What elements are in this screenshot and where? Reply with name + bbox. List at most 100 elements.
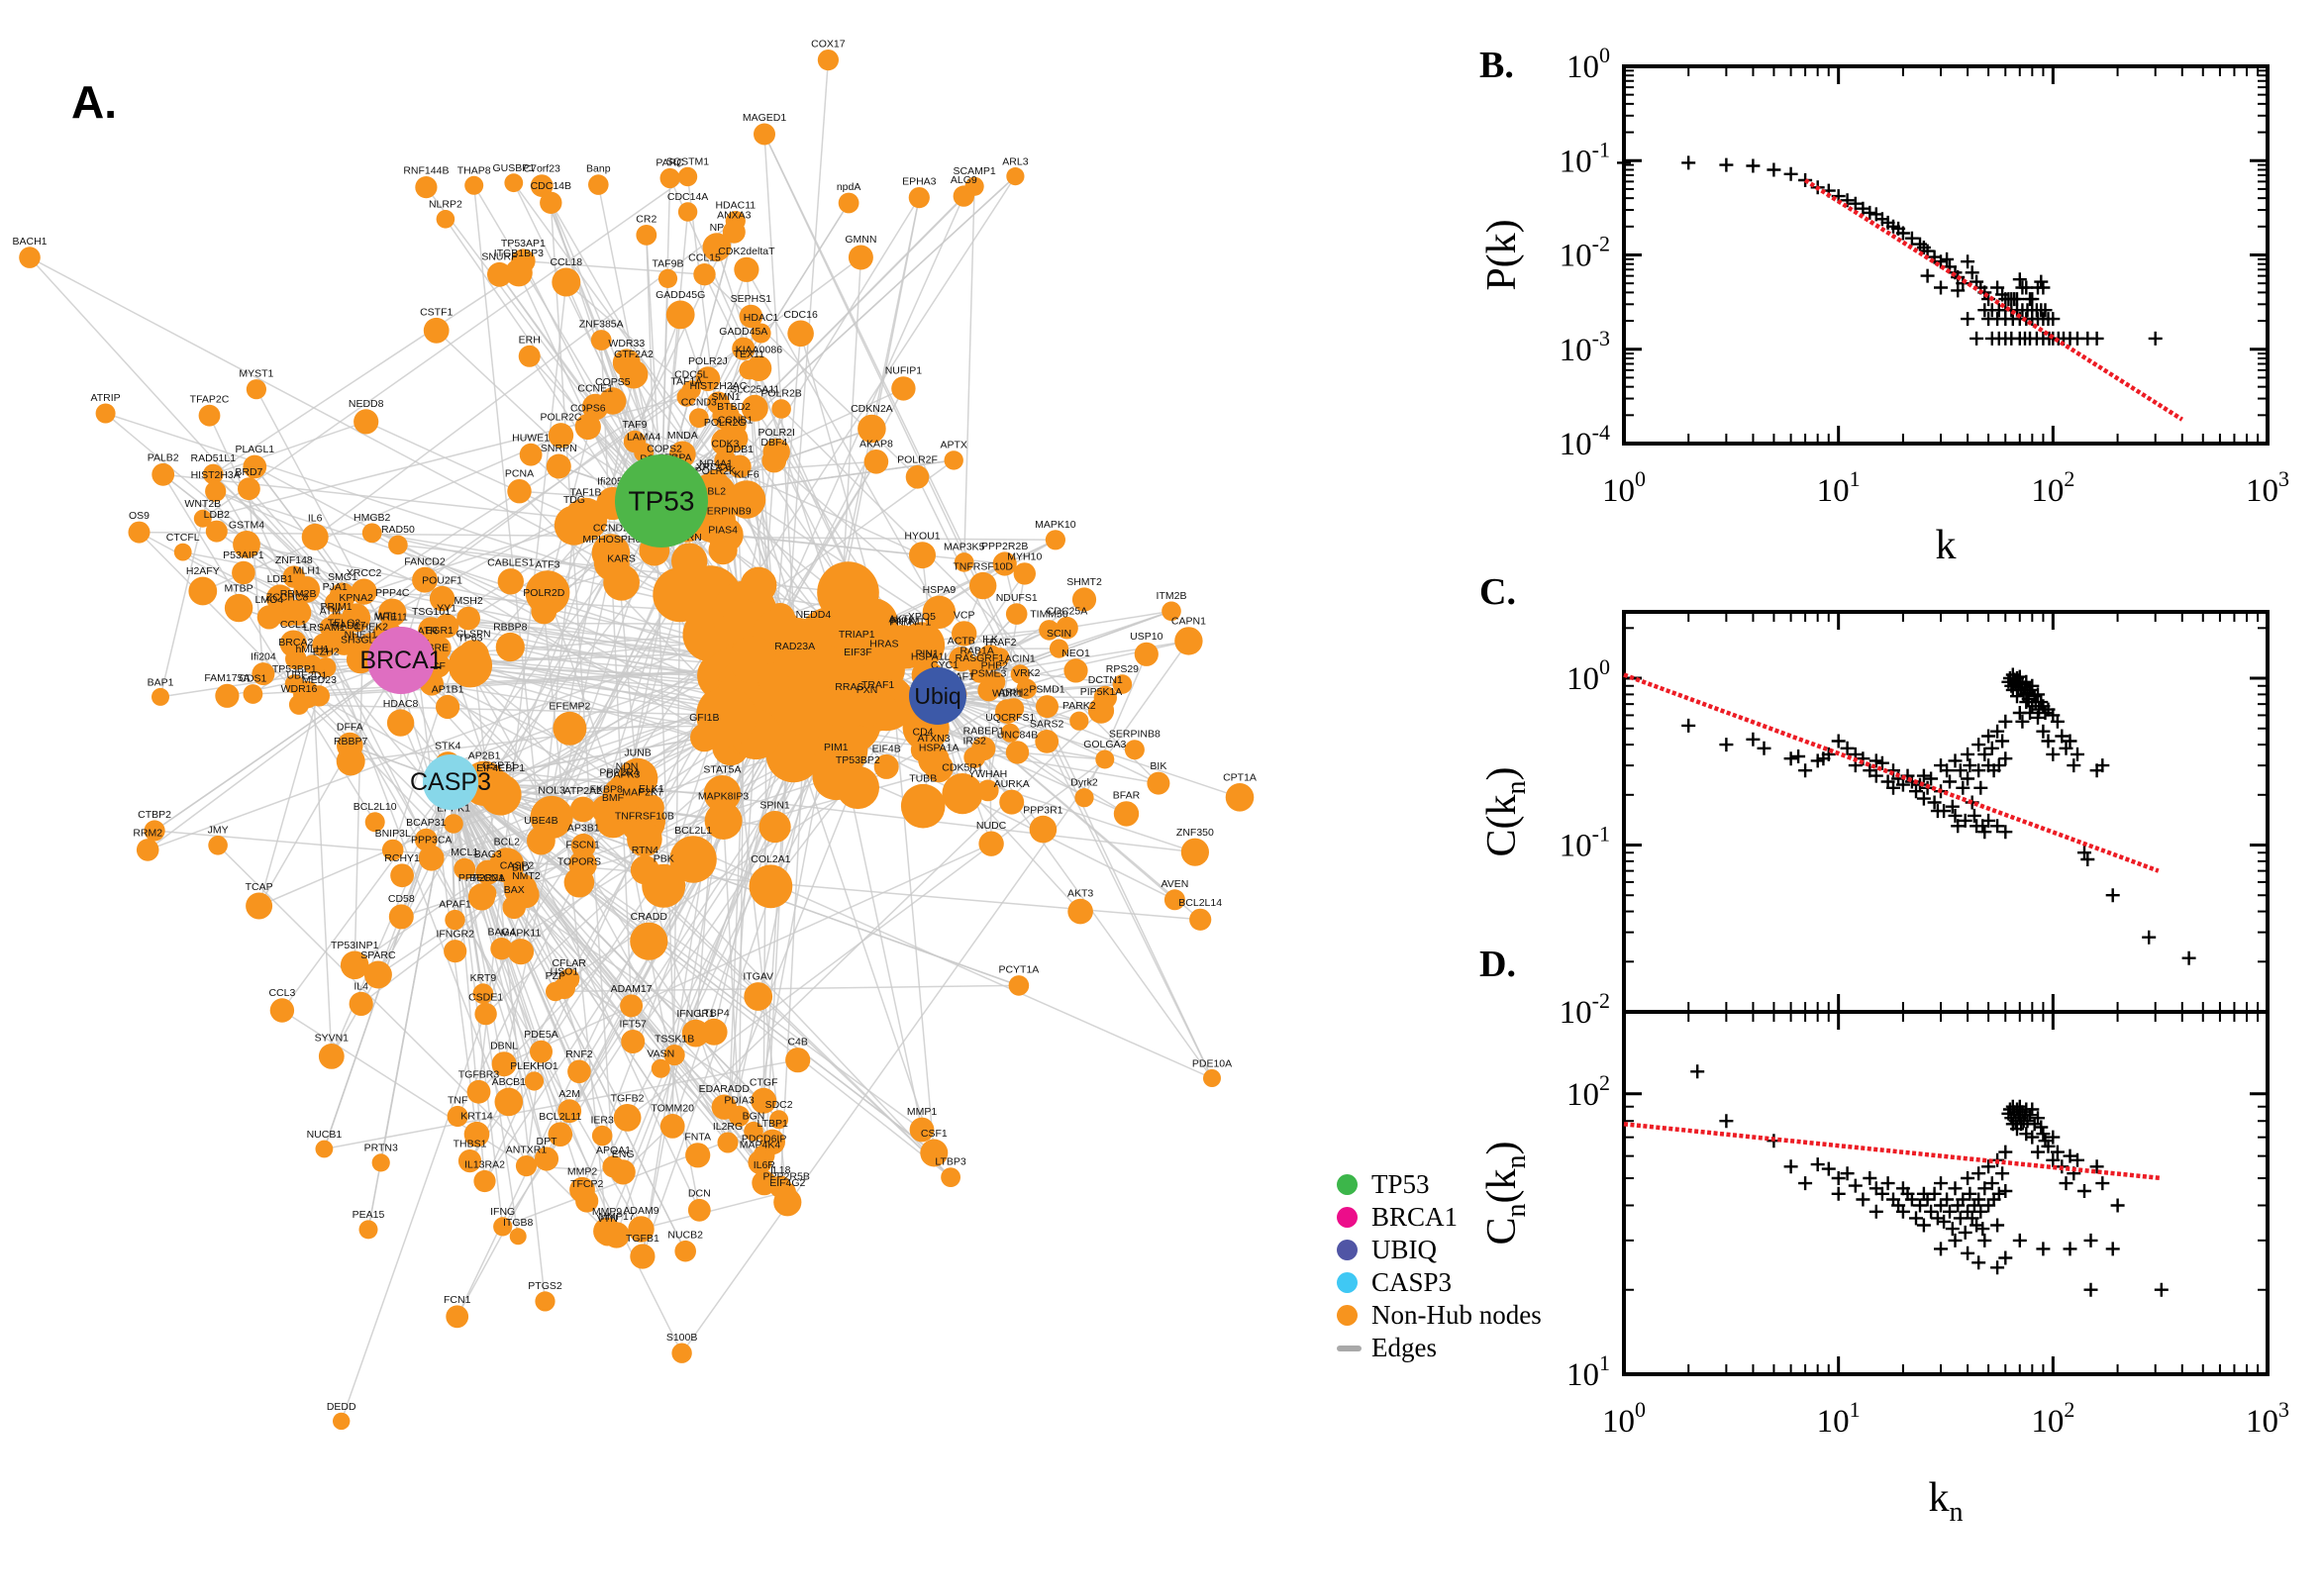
network-node-label: BCL2L11: [539, 1111, 581, 1123]
network-node-label: RCHY1: [384, 852, 420, 864]
legend-item-ubiq: UBIQ: [1337, 1234, 1542, 1266]
network-node-label: NEDD4: [796, 609, 832, 621]
network-node-label: TSG101: [412, 606, 451, 618]
network-node-label: HDAC11: [715, 199, 756, 211]
chart-C: 100 10-1 10-2 C(kn​): [1479, 610, 2270, 1031]
network-node: [474, 1002, 497, 1026]
network-node: [636, 225, 657, 246]
network-node-label: C7orf23: [524, 163, 561, 175]
network-node: [693, 263, 716, 286]
scatter-points: [1690, 1064, 2169, 1297]
tick-label: 101: [1566, 1350, 1610, 1393]
network-node: [358, 1220, 378, 1240]
network-node-label: PPP2R5B: [763, 1171, 810, 1183]
network-node: [507, 479, 532, 504]
network-node: [1134, 642, 1159, 666]
network-node: [293, 680, 321, 709]
network-node: [663, 1045, 685, 1066]
network-node: [315, 1140, 334, 1158]
network-node: [748, 1149, 772, 1175]
network-node: [333, 1412, 351, 1431]
network-node-label: PDCD6IP: [742, 1134, 787, 1146]
network-node: [685, 1143, 711, 1168]
network-node-label: IER3: [591, 1114, 615, 1126]
network-node-label: MAPK8IP3: [698, 791, 750, 803]
network-node-label: PLAGL1: [235, 444, 274, 455]
network-node-label: PPP3R1: [1023, 804, 1062, 816]
network-node: [570, 833, 596, 858]
network-node-label: UBE4B: [524, 815, 557, 827]
network-node-label: RAD23A: [774, 641, 815, 652]
network-node: [1174, 627, 1203, 655]
plots-panel: 100 101 102 10310010-110-210-310-4kP(k)1001…: [1479, 43, 2289, 1528]
network-node-label: PARC: [656, 156, 684, 168]
network-node: [312, 633, 337, 658]
network-node: [364, 812, 385, 833]
network-node-label: CSTF1: [420, 306, 453, 318]
network-node: [1049, 639, 1069, 658]
network-node-label: DCTN1: [1088, 674, 1123, 686]
network-node: [519, 443, 543, 466]
network-node-label: NR4A1: [699, 457, 733, 469]
network-node: [687, 1198, 711, 1222]
network-node-label: MAPK11: [501, 928, 542, 940]
network-node-label: EIF4B: [872, 744, 901, 755]
network-node-label: BTBD2: [717, 401, 751, 413]
network-node: [590, 330, 612, 350]
hub-brca1: BRCA1: [359, 627, 443, 694]
network-node: [674, 1240, 696, 1262]
network-node: [964, 176, 984, 196]
network-node-label: LRSAM1: [304, 622, 346, 634]
network-node: [505, 258, 533, 287]
network-node: [252, 662, 275, 686]
network-node-label: JMY: [208, 825, 229, 837]
network-node-label: RASGRF1: [956, 652, 1005, 664]
network-node-label: COL2A1: [751, 853, 790, 865]
network-node: [371, 1153, 390, 1172]
network-node: [1163, 889, 1185, 911]
network-node-label: EPHA3: [902, 176, 937, 188]
hub-brca1-circle: [367, 627, 435, 694]
network-node: [524, 1071, 545, 1091]
network-node-label: ANXA3: [717, 209, 752, 221]
network-node-label: FAM175A: [204, 672, 250, 684]
tick-label: 103: [2246, 466, 2289, 509]
network-node: [447, 1105, 468, 1128]
network-node: [1095, 749, 1115, 769]
network-node-label: BIK: [1150, 760, 1166, 772]
network-node-label: VCP: [954, 610, 975, 622]
network-node-label: COPS5: [595, 376, 631, 388]
scatter-points: [1617, 155, 2163, 346]
network-node-label: MPHOSPH6: [582, 534, 641, 546]
legend-item-label: TP53: [1371, 1169, 1430, 1199]
network-node: [316, 657, 337, 678]
network-node: [669, 836, 717, 883]
network-node-label: RABEP1: [963, 726, 1005, 738]
network-node-label: DDB1: [726, 444, 754, 455]
network-node: [548, 423, 574, 449]
network-node-label: CSDE1: [468, 992, 503, 1004]
network-node-label: HDAC1: [744, 312, 779, 324]
network-node: [246, 892, 273, 920]
network-node: [727, 480, 766, 519]
network-node-label: NEO1: [1061, 648, 1090, 659]
network-node-label: TAF9: [623, 419, 648, 431]
network-node: [908, 187, 930, 209]
network-node: [19, 247, 41, 268]
network-node: [739, 304, 763, 329]
network-node-label: PEA15: [353, 1209, 385, 1221]
network-node-label: AP1B1: [432, 683, 464, 695]
network-node-label: POLR2J: [688, 355, 728, 367]
network-node: [1036, 695, 1059, 719]
network-node: [342, 603, 371, 633]
network-node: [613, 1104, 642, 1132]
network-node-label: ZNF385A: [579, 319, 624, 331]
network-node-label: PIP5K1A: [1080, 686, 1123, 698]
network-node: [457, 640, 489, 671]
network-node-label: MAP2K7: [622, 787, 663, 799]
network-node: [188, 576, 218, 606]
network-node-label: TEX11: [734, 349, 764, 360]
network-node: [339, 631, 359, 652]
network-node: [444, 814, 463, 834]
